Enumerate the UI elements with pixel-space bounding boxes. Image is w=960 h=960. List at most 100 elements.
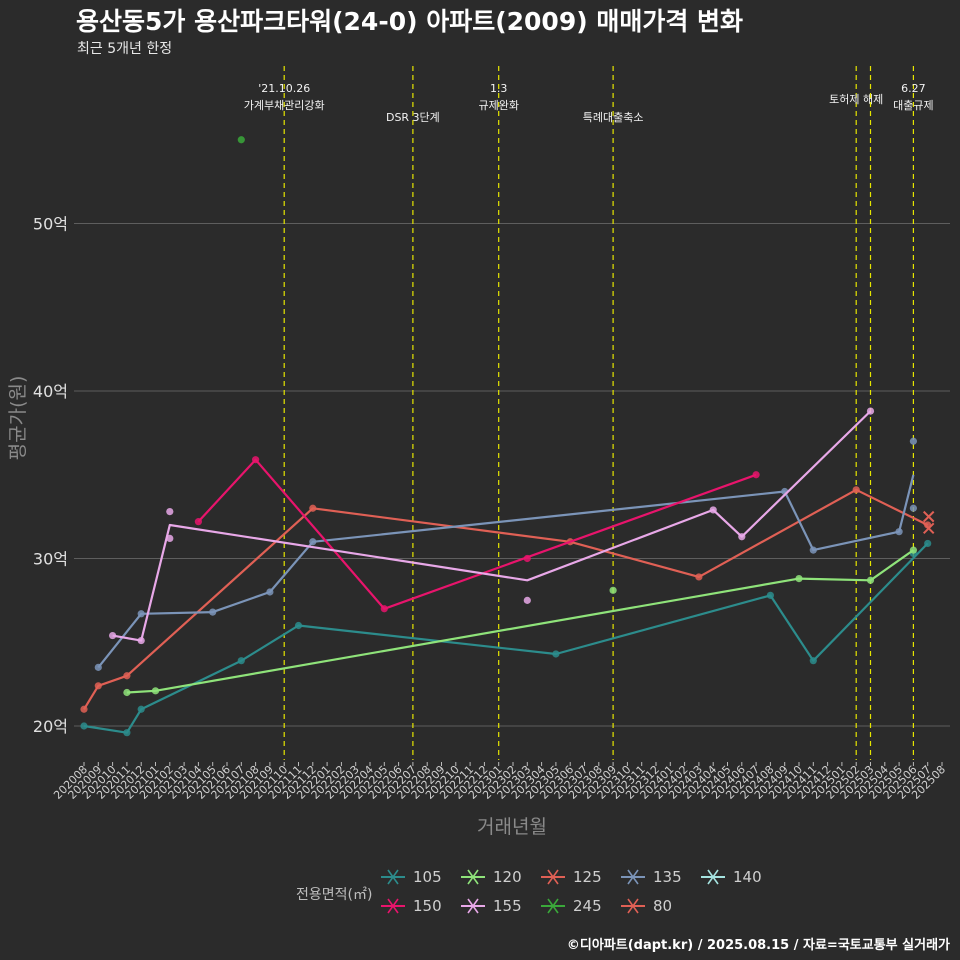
y-tick-label: 50억 [33,215,68,234]
series-line-135 [97,474,915,669]
data-point-135 [895,528,903,536]
data-point-120 [151,687,160,695]
data-point-155 [738,533,746,541]
y-tick-label: 30억 [33,550,68,569]
series-layer [80,136,935,737]
x-axis-label: 거래년월 [477,816,547,838]
legend-key-245 [541,898,565,914]
legend-key-155 [461,898,485,914]
series-line-150 [197,458,757,610]
event-label: 규제완화 [478,99,518,112]
x-axis-ticks: 2020082020092020102020112020122021012021… [51,762,948,802]
event-label: 대출규제 [893,99,933,112]
data-point-120 [909,546,918,554]
event-label: 특례대출축소 [583,111,644,124]
data-point-155 [709,506,717,514]
y-axis-label: 평균가(원) [7,376,29,461]
data-point-150 [523,554,531,563]
series-line-125 [83,488,929,710]
data-point-155 [109,631,117,640]
data-point-150 [252,456,260,464]
legend-item-150: 150 [380,895,442,917]
legend-key-140 [701,869,725,885]
data-point-120 [866,576,875,584]
data-point-150 [380,605,388,613]
data-point-155 [137,636,145,645]
data-point-80 [922,510,935,523]
data-point-105 [294,621,303,630]
data-point-135 [909,437,918,445]
data-point-125 [695,573,703,581]
legend-key-cross [627,898,639,914]
legend-item-155: 155 [460,895,522,917]
y-axis-ticks: 20억 30억 40억 50억 [33,215,68,737]
legend-key-120 [461,869,485,885]
data-point-245 [237,136,245,144]
data-point-120 [609,586,617,594]
legend-key-cross [547,869,559,885]
y-tick-label: 40억 [33,382,68,401]
data-point-135 [209,608,217,616]
legend-label: 125 [573,868,602,886]
legend-label: 135 [653,868,682,886]
data-point-105 [137,705,145,713]
legend-key-cross [627,869,639,885]
legend-item-140: 140 [700,866,762,888]
data-point-135 [94,663,102,671]
data-point-135 [309,538,317,546]
data-point-125 [309,504,317,512]
event-label: 토허제 해제 [829,92,883,106]
event-label: 1.3 [490,82,508,95]
data-point-105 [552,650,560,658]
event-label: DSR 3단계 [386,111,440,124]
legend-key-150 [381,898,405,914]
legend-key-cross [467,898,479,914]
series-line-105 [83,542,929,734]
data-point-125 [852,486,860,494]
data-point-135 [809,546,817,554]
data-point-105 [237,657,245,665]
data-point-155 [866,407,875,415]
legend-key-80 [621,898,645,914]
data-point-125 [94,682,102,690]
legend-label: 120 [493,868,522,886]
legend-label: 105 [413,868,442,886]
gridlines [74,223,950,727]
data-point-125 [123,672,131,680]
data-point-135 [909,504,918,512]
legend-label: 245 [573,897,602,915]
data-point-105 [80,722,88,730]
legend: 전용면적(㎡) 105 120 125 135 140 150 155 245 80 [290,866,762,918]
legend-item-105: 105 [380,866,442,888]
legend-label: 140 [733,868,762,886]
data-point-80 [922,522,935,535]
event-label: 가계부채관리강화 [244,99,325,112]
legend-label: 155 [493,897,522,915]
data-point-155 [166,534,174,543]
legend-key-105 [381,869,405,885]
data-point-125 [80,705,88,713]
y-tick-label: 20억 [33,717,68,736]
event-label: '21.10.26 [258,82,310,95]
data-point-120 [123,688,131,697]
event-label: 6.27 [901,82,926,95]
legend-item-125: 125 [540,866,602,888]
legend-label: 150 [413,897,442,915]
legend-key-cross [387,869,399,885]
legend-title: 전용면적(㎡) [296,887,373,903]
legend-item-120: 120 [460,866,522,888]
chart-subtitle: 최근 5개년 한정 [77,41,173,57]
data-point-105 [123,729,131,737]
data-point-105 [809,657,817,665]
legend-key-135 [621,869,645,885]
data-point-155 [166,508,174,516]
data-point-105 [766,591,775,599]
data-point-105 [924,539,932,548]
data-point-150 [752,471,760,479]
data-point-120 [795,575,803,583]
legend-key-cross [467,869,479,885]
legend-item-245: 245 [540,895,602,917]
legend-label: 80 [653,897,673,915]
legend-key-cross [547,898,559,914]
